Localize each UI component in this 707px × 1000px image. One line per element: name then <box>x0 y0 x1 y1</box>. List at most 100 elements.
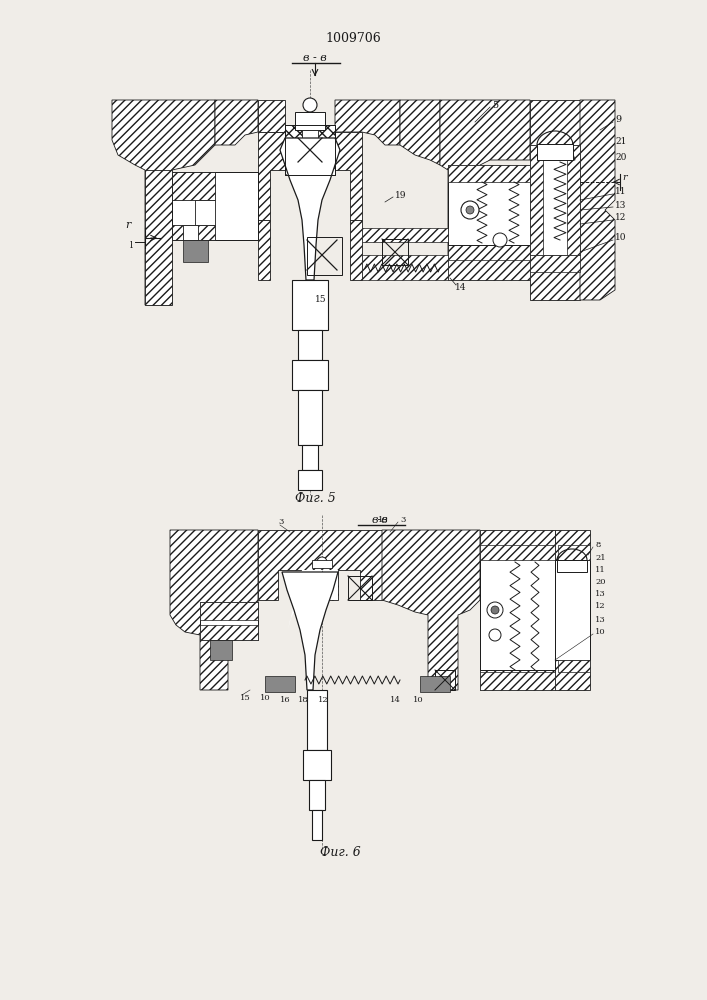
Polygon shape <box>172 225 215 240</box>
Bar <box>172 172 258 240</box>
Text: 12: 12 <box>318 696 329 704</box>
Polygon shape <box>200 602 258 620</box>
Polygon shape <box>282 572 338 690</box>
Polygon shape <box>440 100 530 280</box>
Circle shape <box>461 201 479 219</box>
Polygon shape <box>362 255 448 280</box>
Text: Фиг. 5: Фиг. 5 <box>295 491 335 504</box>
Circle shape <box>489 629 501 641</box>
Bar <box>435 670 455 690</box>
Bar <box>292 280 328 330</box>
Polygon shape <box>350 220 362 280</box>
Bar <box>312 560 332 568</box>
Bar <box>309 780 325 810</box>
Text: 12: 12 <box>615 214 626 223</box>
Text: 1009706: 1009706 <box>325 31 381 44</box>
Bar <box>183 225 198 240</box>
Text: 9: 9 <box>615 115 621 124</box>
Polygon shape <box>558 545 590 560</box>
Text: 10: 10 <box>615 233 626 242</box>
Bar <box>448 170 530 245</box>
Bar <box>210 640 232 660</box>
Polygon shape <box>530 145 543 255</box>
Bar <box>307 237 342 275</box>
Bar <box>530 145 580 255</box>
Polygon shape <box>112 100 215 305</box>
Text: r: r <box>622 174 626 182</box>
Bar <box>420 676 450 692</box>
Bar <box>557 560 587 572</box>
Polygon shape <box>170 530 258 690</box>
Polygon shape <box>258 132 285 220</box>
Text: 16: 16 <box>280 696 291 704</box>
Text: 14: 14 <box>455 284 467 292</box>
Polygon shape <box>258 100 285 132</box>
Polygon shape <box>335 100 400 145</box>
Polygon shape <box>400 100 440 165</box>
Text: 15: 15 <box>240 694 251 702</box>
Text: в-в: в-в <box>372 515 388 525</box>
Circle shape <box>317 557 327 567</box>
Polygon shape <box>215 100 258 145</box>
Polygon shape <box>530 255 580 272</box>
Circle shape <box>493 233 507 247</box>
Polygon shape <box>448 165 530 182</box>
Text: 15: 15 <box>315 296 327 304</box>
Polygon shape <box>448 260 530 280</box>
Bar <box>537 144 573 160</box>
Text: 10: 10 <box>595 628 606 636</box>
Bar <box>298 390 322 445</box>
Text: 13: 13 <box>595 590 606 598</box>
Polygon shape <box>258 530 382 600</box>
Polygon shape <box>285 125 335 175</box>
Text: 5: 5 <box>492 101 498 109</box>
Text: 20: 20 <box>595 578 605 586</box>
Bar <box>302 445 318 470</box>
Polygon shape <box>480 545 555 560</box>
Polygon shape <box>448 165 530 280</box>
Circle shape <box>487 602 503 618</box>
Bar <box>295 112 325 130</box>
Circle shape <box>466 206 474 214</box>
Polygon shape <box>480 530 555 690</box>
Bar <box>302 130 318 138</box>
Text: 21: 21 <box>615 137 626 146</box>
Circle shape <box>491 606 499 614</box>
Text: Фиг. 6: Фиг. 6 <box>320 846 361 858</box>
Bar <box>555 560 590 660</box>
Text: в - в: в - в <box>303 53 327 63</box>
Text: 10: 10 <box>413 696 423 704</box>
Text: 21: 21 <box>595 554 606 562</box>
Polygon shape <box>567 145 580 255</box>
Text: 11: 11 <box>595 566 606 574</box>
Bar <box>195 200 215 225</box>
Text: l: l <box>130 240 133 249</box>
Circle shape <box>303 98 317 112</box>
Bar <box>285 125 335 175</box>
Polygon shape <box>540 145 575 160</box>
Bar <box>298 330 322 360</box>
Bar <box>183 240 208 262</box>
Bar <box>292 360 328 390</box>
Bar <box>307 690 327 750</box>
Bar <box>303 750 331 780</box>
Polygon shape <box>580 100 615 300</box>
Bar <box>480 550 555 670</box>
Polygon shape <box>555 530 590 690</box>
Polygon shape <box>362 228 448 242</box>
Text: 8: 8 <box>595 541 600 549</box>
Polygon shape <box>172 172 215 200</box>
Polygon shape <box>382 530 480 690</box>
Text: 11: 11 <box>615 188 626 196</box>
Polygon shape <box>288 570 338 630</box>
Text: r: r <box>125 220 130 230</box>
Bar <box>265 676 295 692</box>
Text: 13: 13 <box>595 616 606 624</box>
Text: 19: 19 <box>395 190 407 200</box>
Bar <box>200 602 258 640</box>
Polygon shape <box>558 660 590 672</box>
Polygon shape <box>258 220 270 280</box>
Polygon shape <box>280 138 340 280</box>
Text: 20: 20 <box>615 152 626 161</box>
Text: 3: 3 <box>400 516 405 524</box>
